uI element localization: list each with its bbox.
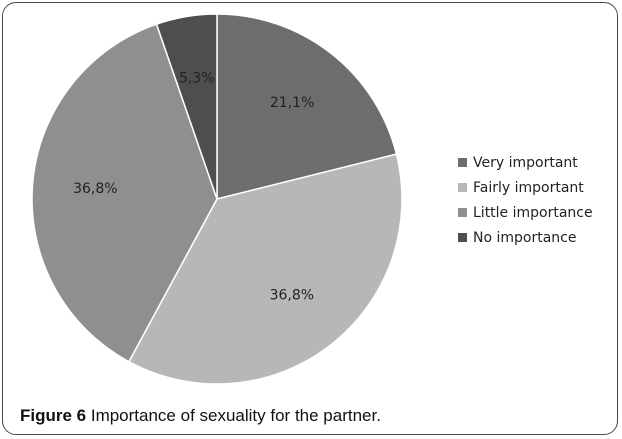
legend-item-fairly-important: Fairly important [458,175,593,200]
pie-labels: 21,1% 36,8% 36,8% 5,3% [73,71,314,304]
figure-frame: 21,1% 36,8% 36,8% 5,3% Very important Fairl… [2,2,618,435]
legend-label: No importance [473,229,577,246]
chart-legend: Very important Fairly important Little i… [458,150,593,250]
legend-label: Little importance [473,204,593,221]
legend-swatch [458,158,467,167]
legend-item-no-importance: No importance [458,225,593,250]
legend-item-very-important: Very important [458,150,593,175]
figure-caption-label: Figure 6 [20,406,87,425]
pie-slice-little-importance [31,23,218,363]
legend-label: Fairly important [473,179,584,196]
data-label-no-importance: 5,3% [179,71,215,87]
pie-chart: 21,1% 36,8% 36,8% 5,3% [31,13,403,385]
pie-slices [31,13,403,385]
data-label-very-important: 21,1% [270,95,314,111]
legend-label: Very important [473,154,578,171]
legend-swatch [458,183,467,192]
pie-slice-very-important [216,13,398,200]
legend-item-little-importance: Little importance [458,200,593,225]
pie-slice-fairly-important [127,153,403,385]
data-label-fairly-important: 36,8% [270,287,314,303]
legend-swatch [458,208,467,217]
figure-caption-text: Importance of sexuality for the partner. [86,406,381,425]
pie-slice-no-importance [155,13,218,200]
data-label-little-importance: 36,8% [73,181,117,197]
legend-swatch [458,233,467,242]
figure-caption: Figure 6 Importance of sexuality for the… [20,406,381,426]
